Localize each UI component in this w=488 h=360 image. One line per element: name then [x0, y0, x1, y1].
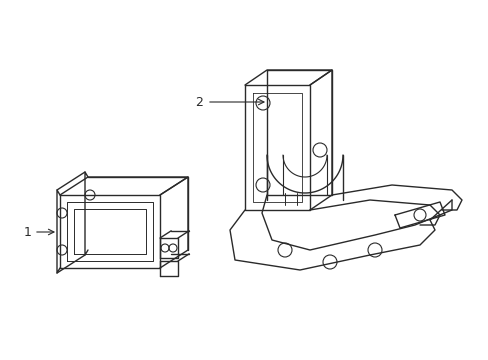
Text: 2: 2: [195, 95, 203, 108]
Text: 1: 1: [24, 225, 32, 239]
